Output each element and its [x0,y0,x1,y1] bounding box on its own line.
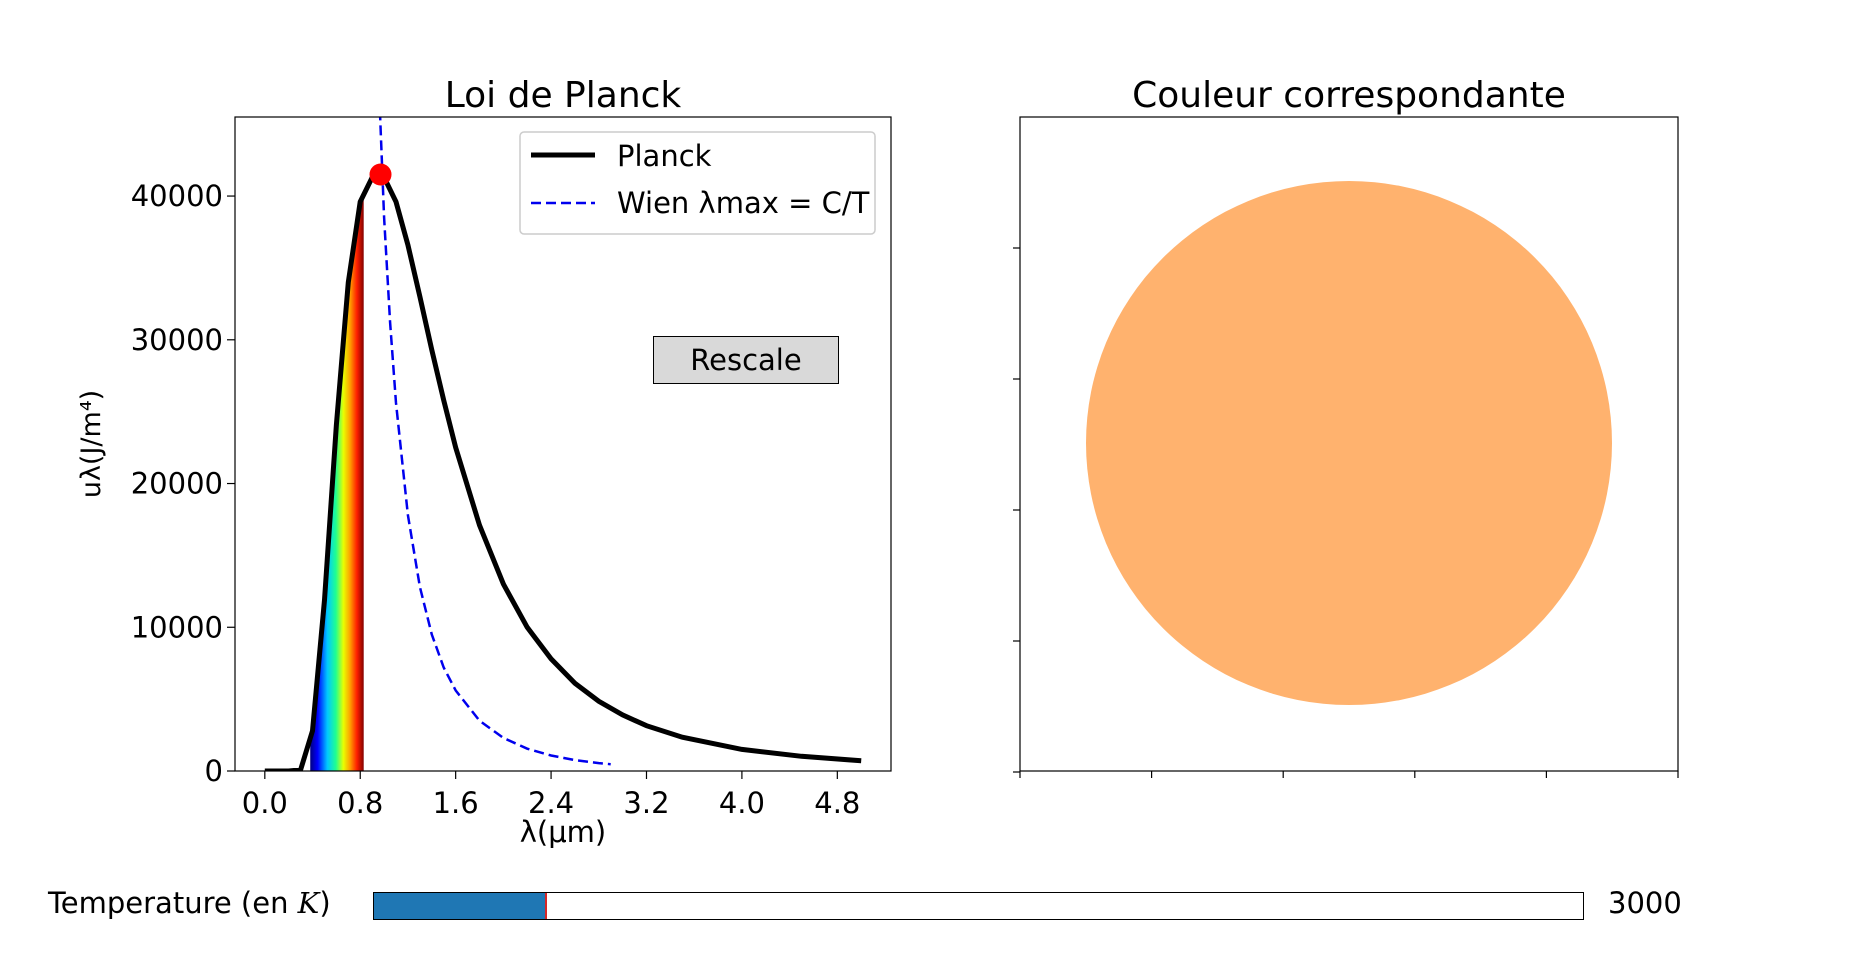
color-panel-ticks [1013,247,1679,778]
color-panel: Couleur correspondante [1013,75,1679,778]
peak-marker [369,163,392,186]
color-axes-frame [1019,116,1679,772]
legend-frame [519,131,876,235]
y-ticks: 0 10000 20000 30000 40000 [131,179,235,788]
y-tick-label: 30000 [131,323,223,357]
slider-label-text: Temperature (en [48,886,298,920]
color-circle [1086,181,1612,705]
planck-series-line [264,171,862,771]
y-tick-label: 10000 [131,610,223,644]
y-tick-label: 20000 [131,467,223,501]
x-ticks: 0.0 0.8 1.6 2.4 3.2 4.0 4.8 [242,771,860,820]
planck-plot: Loi de Planck 0.0 0.8 1.6 2.4 3.2 4.0 4.8 0 100… [76,75,892,849]
x-tick-label: 0.0 [242,786,288,820]
temperature-slider[interactable] [373,892,1584,920]
slider-label-close: ) [319,886,331,920]
x-axis-label: λ(μm) [520,815,607,849]
y-axis-label: uλ(J/m⁴) [76,390,107,498]
temperature-slider-value: 3000 [1608,886,1682,920]
x-tick-label: 2.4 [528,786,574,820]
legend-planck-label: Planck [617,139,712,173]
x-tick-label: 0.8 [337,786,383,820]
temperature-slider-fill [374,893,546,919]
slider-label-var: K [297,886,320,920]
temperature-slider-handle[interactable] [544,893,547,919]
wien-series-line [378,117,611,766]
rescale-button[interactable]: Rescale [653,336,839,384]
color-panel-title: Couleur correspondante [1132,75,1566,116]
y-tick-label: 0 [205,754,223,788]
legend-wien-label: Wien λmax = C/T [617,186,870,220]
x-tick-label: 1.6 [433,786,479,820]
x-tick-label: 4.0 [719,786,765,820]
temperature-slider-label: Temperature (en K) [48,886,331,920]
planck-title: Loi de Planck [445,75,682,116]
x-tick-label: 3.2 [623,786,669,820]
x-tick-label: 4.8 [814,786,860,820]
planck-axes-frame [234,116,892,772]
y-tick-label: 40000 [131,179,223,213]
legend: Planck Wien λmax = C/T [519,131,876,235]
